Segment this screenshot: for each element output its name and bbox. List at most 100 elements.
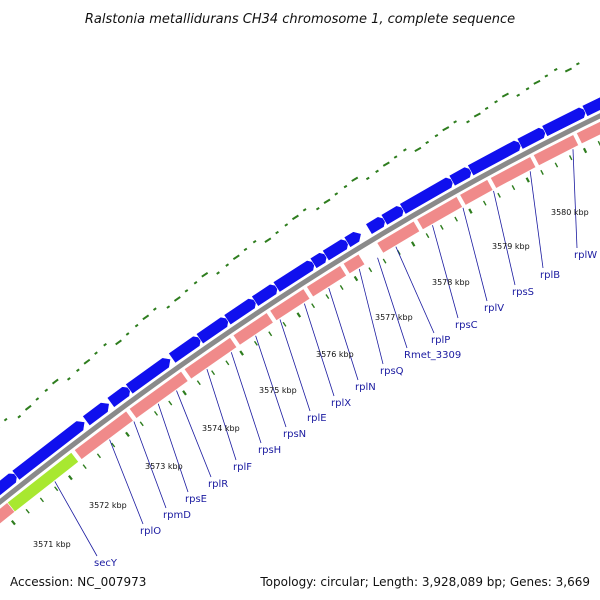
- forward-gene: [399, 176, 455, 215]
- kbp-tick: [96, 453, 101, 459]
- gc-dot: [134, 323, 139, 328]
- gc-dot: [201, 271, 209, 278]
- gene-label-line: [529, 171, 544, 269]
- forward-gene: [0, 472, 18, 496]
- kbp-tick: [568, 155, 573, 161]
- gene-label: rplF: [233, 462, 252, 473]
- gene-label: rplP: [431, 335, 450, 346]
- gc-dot: [94, 351, 98, 355]
- gene-label: rplE: [307, 413, 327, 424]
- gc-dot: [382, 161, 390, 167]
- forward-gene: [581, 96, 600, 117]
- gc-dot: [466, 120, 470, 124]
- kbp-labels: 3571 kbp 3572 kbp 3573 kbp 3574 kbp 3575…: [33, 208, 589, 549]
- gc-dot: [473, 112, 481, 118]
- gc-dot: [44, 388, 49, 393]
- gene-label-line: [395, 246, 435, 334]
- gene-label-line: [358, 268, 384, 365]
- kbp-tick: [211, 370, 216, 376]
- kbp-tick: [10, 519, 16, 526]
- kbp-tick: [125, 431, 130, 438]
- gc-dot: [434, 133, 439, 138]
- kbp-tick: [525, 177, 530, 183]
- gene-label-line: [255, 335, 287, 428]
- gc-dot: [103, 342, 107, 347]
- gc-dot: [544, 74, 549, 78]
- forward-gene: [380, 205, 405, 226]
- gc-dot: [302, 208, 307, 212]
- reverse-gene: [416, 196, 463, 231]
- gc-dot: [66, 377, 71, 381]
- gc-dot: [284, 223, 289, 227]
- gc-dot: [252, 239, 257, 244]
- gc-dot: [232, 254, 240, 261]
- gene-label: rpsN: [283, 429, 306, 440]
- gc-dot: [125, 332, 130, 336]
- kbp-label: 3578 kbp: [432, 278, 470, 287]
- gc-dot: [35, 397, 40, 401]
- kbp-label: 3575 kbp: [259, 386, 297, 395]
- kbp-tick: [68, 474, 73, 481]
- gene-label: rpmD: [163, 510, 191, 521]
- kbp-tick: [39, 497, 45, 503]
- forward-gene: [448, 166, 473, 187]
- kbp-tick: [111, 442, 116, 448]
- gc-dot: [375, 169, 379, 173]
- kbp-tick: [196, 380, 201, 386]
- kbp-label: 3579 kbp: [492, 242, 530, 251]
- gc-dot: [225, 263, 230, 267]
- gc-dot: [83, 358, 91, 365]
- reverse-gene: [306, 265, 347, 298]
- forward-gene: [343, 231, 362, 248]
- reverse-gene: [73, 410, 134, 460]
- gc-dot: [402, 148, 407, 152]
- gene-label-line: [157, 403, 189, 493]
- reverse-gene: [232, 312, 274, 346]
- gc-dot: [315, 207, 320, 211]
- gc-dot: [343, 184, 348, 189]
- reverse-gene: [575, 121, 600, 145]
- kbp-tick: [468, 208, 473, 214]
- reverse-gene: [532, 134, 580, 167]
- kbp-label: 3574 kbp: [202, 424, 240, 433]
- gc-dot: [152, 307, 157, 311]
- gene-label-line: [279, 319, 311, 412]
- gc-dot: [323, 198, 331, 204]
- kbp-label: 3577 kbp: [375, 313, 413, 322]
- forward-gene: [321, 238, 350, 262]
- gc-dot: [393, 155, 398, 159]
- kbp-tick: [239, 350, 244, 356]
- gene-label: rplR: [208, 479, 228, 490]
- gc-dot: [533, 79, 541, 85]
- forward-gene: [541, 106, 587, 137]
- gc-dot: [76, 368, 80, 373]
- forward-gene: [365, 216, 387, 235]
- forward-gene: [251, 283, 279, 307]
- kbp-label: 3580 kbp: [551, 208, 589, 217]
- forward-gene: [11, 420, 86, 481]
- gc-dot: [525, 87, 530, 91]
- forward-gene: [309, 252, 328, 269]
- forward-strand-genes: [0, 96, 600, 496]
- gene-labels: secY rplO rpmD rpsE rplR rplF rpsH rpsN …: [94, 250, 597, 569]
- gene-label: secY: [94, 558, 118, 569]
- kbp-tick: [339, 285, 344, 291]
- reverse-strand-genes: [0, 121, 600, 525]
- forward-gene: [516, 127, 547, 150]
- accession-text: Accession: NC_007973: [10, 575, 146, 589]
- kbp-label: 3572 kbp: [89, 501, 127, 510]
- gc-dot: [564, 67, 573, 73]
- kbp-tick: [296, 312, 302, 318]
- forward-gene: [106, 386, 132, 408]
- forward-gene: [272, 260, 316, 293]
- kbp-tick: [282, 321, 287, 327]
- gene-label-line: [54, 481, 98, 557]
- forward-gene: [467, 139, 523, 177]
- chromosome-backbone: [0, 113, 600, 506]
- reverse-gene: [269, 288, 311, 322]
- kbp-tick: [268, 331, 273, 337]
- reverse-gene: [459, 179, 494, 206]
- gc-dot: [115, 339, 122, 346]
- kbp-tick: [497, 192, 501, 198]
- gene-label: Rmet_3309: [404, 350, 461, 361]
